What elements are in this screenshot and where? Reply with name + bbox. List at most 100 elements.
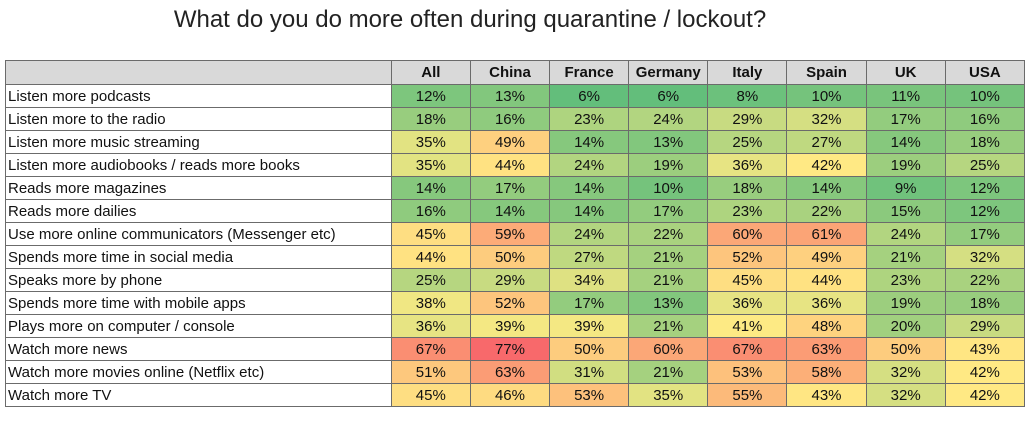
heat-cell: 12% bbox=[944, 199, 1026, 223]
table-row: Listen more music streaming 35% 49% 14% 13% 2… bbox=[5, 130, 1026, 154]
heat-cell: 17% bbox=[549, 291, 630, 315]
heat-cell: 6% bbox=[628, 84, 709, 108]
heat-cell: 16% bbox=[944, 107, 1026, 131]
heat-cell: 22% bbox=[786, 199, 867, 223]
column-header: Spain bbox=[786, 60, 867, 85]
heat-cell: 52% bbox=[707, 245, 788, 269]
heat-cell: 43% bbox=[786, 383, 867, 407]
heat-cell: 17% bbox=[865, 107, 946, 131]
heat-cell: 27% bbox=[549, 245, 630, 269]
row-label: Listen more to the radio bbox=[5, 107, 392, 131]
column-header: China bbox=[469, 60, 551, 85]
heat-cell: 67% bbox=[707, 337, 788, 361]
heat-cell: 16% bbox=[469, 107, 551, 131]
heat-cell: 35% bbox=[628, 383, 709, 407]
table-row: Listen more to the radio 18% 16% 23% 24% 29% 3… bbox=[5, 107, 1026, 131]
heat-cell: 36% bbox=[707, 291, 788, 315]
heat-cell: 23% bbox=[865, 268, 946, 292]
heat-cell: 29% bbox=[469, 268, 551, 292]
heat-cell: 19% bbox=[865, 153, 946, 177]
heat-cell: 61% bbox=[786, 222, 867, 246]
heat-cell: 44% bbox=[786, 268, 867, 292]
heat-cell: 32% bbox=[865, 360, 946, 384]
row-label: Watch more TV bbox=[5, 383, 392, 407]
heat-cell: 23% bbox=[707, 199, 788, 223]
heat-cell: 20% bbox=[865, 314, 946, 338]
table-row: Spends more time in social media 44% 50% 27… bbox=[5, 245, 1026, 269]
heat-cell: 51% bbox=[390, 360, 471, 384]
heat-cell: 77% bbox=[469, 337, 551, 361]
heat-cell: 53% bbox=[707, 360, 788, 384]
heat-cell: 36% bbox=[390, 314, 471, 338]
heat-cell: 14% bbox=[549, 199, 630, 223]
table-row: Watch more news 67% 77% 50% 60% 67% 63% 50% 43% bbox=[5, 337, 1026, 361]
column-header: USA bbox=[944, 60, 1026, 85]
heat-cell: 29% bbox=[707, 107, 788, 131]
heat-cell: 14% bbox=[549, 176, 630, 200]
heat-cell: 21% bbox=[628, 245, 709, 269]
heat-cell: 45% bbox=[707, 268, 788, 292]
heat-cell: 17% bbox=[944, 222, 1026, 246]
heat-cell: 32% bbox=[786, 107, 867, 131]
heat-cell: 24% bbox=[865, 222, 946, 246]
heat-cell: 18% bbox=[390, 107, 471, 131]
column-header: UK bbox=[865, 60, 946, 85]
heat-cell: 14% bbox=[390, 176, 471, 200]
heat-cell: 14% bbox=[786, 176, 867, 200]
row-label: Plays more on computer / console bbox=[5, 314, 392, 338]
header-row: All China France Germany Italy Spain UK USA bbox=[5, 60, 1026, 85]
table-row: Listen more audiobooks / reads more book… bbox=[5, 153, 1026, 177]
heat-cell: 25% bbox=[390, 268, 471, 292]
heat-cell: 67% bbox=[390, 337, 471, 361]
table-row: Use more online communicators (Messenger… bbox=[5, 222, 1026, 246]
table-row: Reads more magazines 14% 17% 14% 10% 18% 14% 9%… bbox=[5, 176, 1026, 200]
heat-cell: 25% bbox=[944, 153, 1026, 177]
heat-cell: 32% bbox=[865, 383, 946, 407]
heat-cell: 24% bbox=[628, 107, 709, 131]
table-row: Reads more dailies 16% 14% 14% 17% 23% 22% 15% 1… bbox=[5, 199, 1026, 223]
heat-cell: 21% bbox=[865, 245, 946, 269]
table-row: Listen more podcasts 12% 13% 6% 6% 8% 10% 11% 10… bbox=[5, 84, 1026, 108]
table-body: Listen more podcasts 12% 13% 6% 6% 8% 10% 11% 10… bbox=[5, 84, 1026, 407]
heatmap-table: All China France Germany Italy Spain UK USA Lis… bbox=[5, 60, 1026, 407]
heat-cell: 25% bbox=[707, 130, 788, 154]
heat-cell: 17% bbox=[469, 176, 551, 200]
row-label: Spends more time with mobile apps bbox=[5, 291, 392, 315]
heat-cell: 21% bbox=[628, 268, 709, 292]
heat-cell: 29% bbox=[944, 314, 1026, 338]
heat-cell: 23% bbox=[549, 107, 630, 131]
table-row: Watch more TV 45% 46% 53% 35% 55% 43% 32% 42% bbox=[5, 383, 1026, 407]
heat-cell: 22% bbox=[628, 222, 709, 246]
heat-cell: 16% bbox=[390, 199, 471, 223]
heat-cell: 44% bbox=[390, 245, 471, 269]
heat-cell: 53% bbox=[549, 383, 630, 407]
heat-cell: 46% bbox=[469, 383, 551, 407]
heat-cell: 11% bbox=[865, 84, 946, 108]
heat-cell: 14% bbox=[549, 130, 630, 154]
heat-cell: 36% bbox=[786, 291, 867, 315]
heat-cell: 8% bbox=[707, 84, 788, 108]
heat-cell: 14% bbox=[865, 130, 946, 154]
heat-cell: 48% bbox=[786, 314, 867, 338]
heat-cell: 58% bbox=[786, 360, 867, 384]
heat-cell: 32% bbox=[944, 245, 1026, 269]
heat-cell: 18% bbox=[944, 130, 1026, 154]
row-label: Use more online communicators (Messenger… bbox=[5, 222, 392, 246]
heat-cell: 22% bbox=[944, 268, 1026, 292]
row-label: Listen more audiobooks / reads more book… bbox=[5, 153, 392, 177]
heat-cell: 31% bbox=[549, 360, 630, 384]
heat-cell: 13% bbox=[628, 291, 709, 315]
column-header: France bbox=[549, 60, 630, 85]
table-row: Speaks more by phone 25% 29% 34% 21% 45% 44% 23… bbox=[5, 268, 1026, 292]
chart-title: What do you do more often during quarant… bbox=[173, 6, 767, 33]
row-label: Speaks more by phone bbox=[5, 268, 392, 292]
heat-cell: 18% bbox=[707, 176, 788, 200]
heat-cell: 21% bbox=[628, 314, 709, 338]
heat-cell: 39% bbox=[469, 314, 551, 338]
heat-cell: 12% bbox=[390, 84, 471, 108]
heat-cell: 44% bbox=[469, 153, 551, 177]
heat-cell: 50% bbox=[469, 245, 551, 269]
row-label: Listen more podcasts bbox=[5, 84, 392, 108]
row-label: Reads more magazines bbox=[5, 176, 392, 200]
heat-cell: 55% bbox=[707, 383, 788, 407]
